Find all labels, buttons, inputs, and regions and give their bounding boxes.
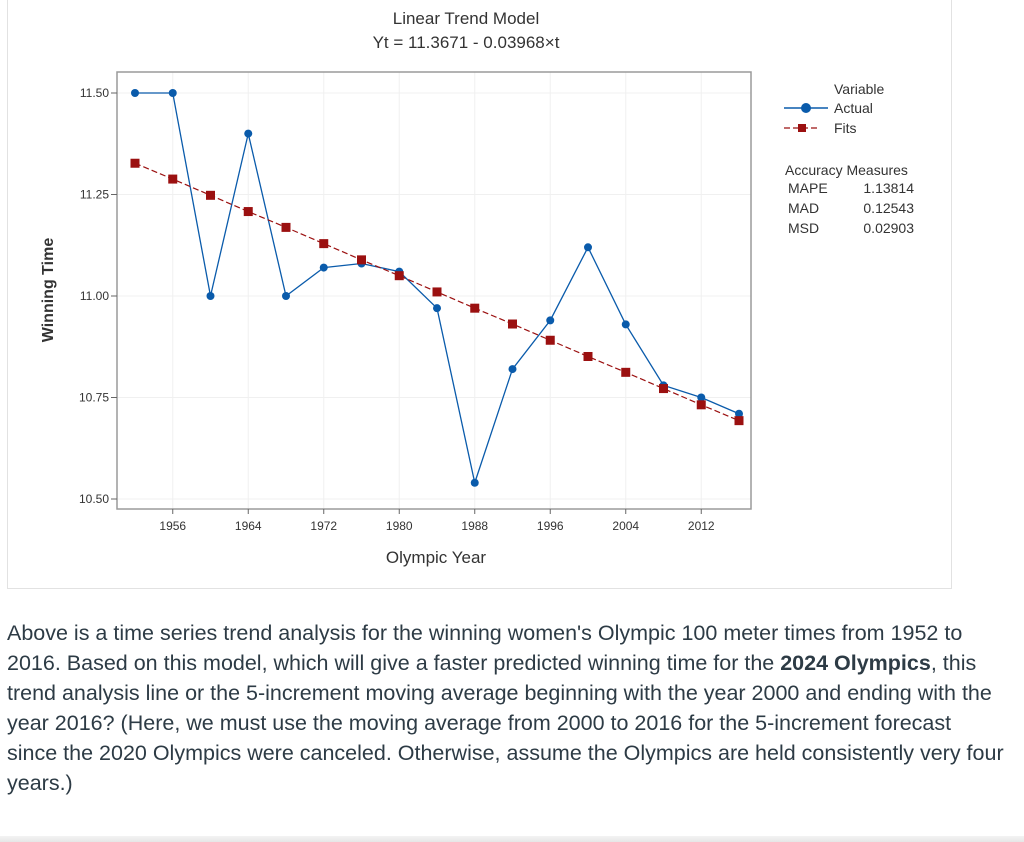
fits-point (206, 190, 215, 200)
x-tick-label: 1972 (310, 519, 337, 533)
chart-figure: Linear Trend Model Yt = 11.3671 - 0.0396… (7, 0, 952, 589)
legend-fits-marker (798, 124, 806, 132)
fits-point (130, 158, 140, 168)
fits-point (432, 287, 442, 297)
x-tick-label: 1964 (235, 519, 262, 533)
x-axis-label: Olympic Year (386, 548, 486, 567)
fits-point (168, 174, 178, 184)
plot-area (116, 71, 752, 510)
fits-point (734, 416, 744, 426)
actual-point (470, 478, 479, 487)
fits-point (281, 222, 291, 232)
actual-point (697, 393, 706, 402)
actual-point (206, 292, 215, 300)
question-part2: , this trend analysis line or the 5-incr… (7, 651, 1004, 795)
trend-chart: Linear Trend Model Yt = 11.3671 - 0.0396… (40, 9, 914, 567)
y-tick-label: 11.50 (80, 86, 109, 100)
msd-label: MSD (788, 220, 819, 236)
x-tick-label: 1996 (537, 519, 564, 533)
x-tick-label: 1980 (386, 519, 413, 533)
msd-value: 0.02903 (863, 220, 914, 236)
actual-point (168, 89, 177, 97)
mape-label: MAPE (788, 180, 828, 196)
actual-point (584, 243, 592, 252)
fits-point (357, 255, 366, 265)
actual-point (546, 316, 555, 325)
question-part1: Above is a time series trend analysis fo… (7, 621, 963, 675)
x-tick-label: 2004 (612, 519, 639, 533)
legend-actual-marker (801, 103, 811, 113)
x-tick-label: 2012 (688, 519, 715, 533)
bottom-divider (0, 836, 1024, 842)
x-tick-label: 1988 (461, 519, 488, 533)
legend-actual: Actual (834, 100, 873, 116)
legend: Variable Actual Fits (784, 81, 885, 136)
mad-value: 0.12543 (863, 200, 914, 216)
legend-fits: Fits (834, 120, 857, 136)
question-text: Above is a time series trend analysis fo… (7, 618, 1007, 798)
y-axis-label: Winning Time (40, 238, 57, 343)
actual-point (282, 292, 290, 300)
fits-point (319, 239, 329, 249)
actual-point (319, 263, 328, 272)
fits-point (508, 319, 517, 329)
actual-point (735, 409, 743, 418)
actual-point (244, 129, 253, 138)
fits-point (545, 335, 555, 345)
y-tick-label: 10.50 (79, 492, 109, 506)
fits-point (470, 303, 480, 313)
legend-title: Variable (834, 81, 885, 97)
fits-point (621, 367, 631, 377)
chart-subtitle: Yt = 11.3671 - 0.03968×t (373, 33, 560, 52)
accuracy-measures: Accuracy Measures MAPE 1.13814 MAD 0.125… (785, 162, 914, 236)
actual-point (508, 365, 517, 374)
fits-point (696, 400, 706, 410)
y-tick-label: 11.25 (80, 188, 109, 202)
actual-point (131, 89, 139, 97)
y-tick-label: 11.00 (80, 289, 109, 303)
question-bold: 2024 Olympics (780, 651, 931, 675)
actual-point (621, 320, 630, 329)
y-tick-label: 10.75 (79, 391, 109, 405)
fits-point (659, 384, 668, 394)
chart-title: Linear Trend Model (393, 9, 539, 28)
accuracy-title: Accuracy Measures (785, 162, 908, 178)
fits-point (394, 271, 404, 281)
mape-value: 1.13814 (863, 180, 914, 196)
mad-label: MAD (788, 200, 819, 216)
actual-point (433, 304, 441, 313)
fits-point (583, 351, 593, 361)
fits-point (243, 207, 253, 217)
x-tick-label: 1956 (159, 519, 186, 533)
